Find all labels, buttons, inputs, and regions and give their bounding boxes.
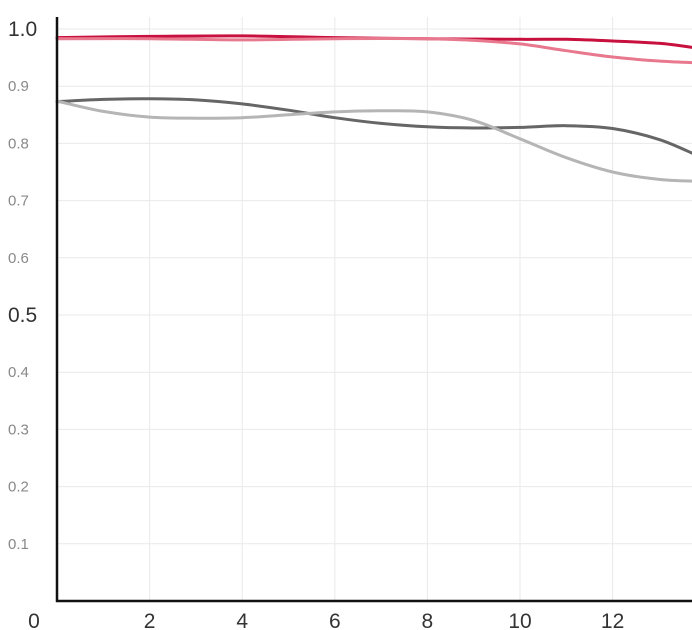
y-tick-label: 0.9 [8,78,29,95]
y-tick-label: 0.8 [8,135,29,152]
x-tick-label: 10 [508,610,531,630]
y-tick-label: 0.2 [8,479,29,496]
y-tick-label: 0.3 [8,421,29,438]
y-tick-label: 0.5 [8,304,37,327]
y-tick-label: 0.7 [8,193,29,210]
x-tick-label: 6 [329,610,341,630]
series-line-4 [55,99,692,183]
label-layer: 1.0 0.9 0.8 0.7 0.6 0.5 0.4 0.3 0.2 0.1 0 2 4 6 8 10 12 [8,18,624,630]
y-tick-label: 0.6 [8,250,29,267]
axis-layer [55,17,692,603]
y-tick-label: 0.4 [8,364,29,381]
grid-layer [57,17,692,601]
x-tick-label: 2 [144,610,156,630]
y-tick-label: 1.0 [8,18,37,41]
series-layer [55,34,692,183]
x-tick-label: 12 [601,610,624,630]
x-tick-label: 0 [28,610,40,630]
series-line-3 [55,97,692,155]
y-tick-label: 0.1 [8,536,29,553]
x-tick-label: 8 [422,610,434,630]
series-line-2 [55,37,692,65]
x-tick-label: 4 [236,610,248,630]
